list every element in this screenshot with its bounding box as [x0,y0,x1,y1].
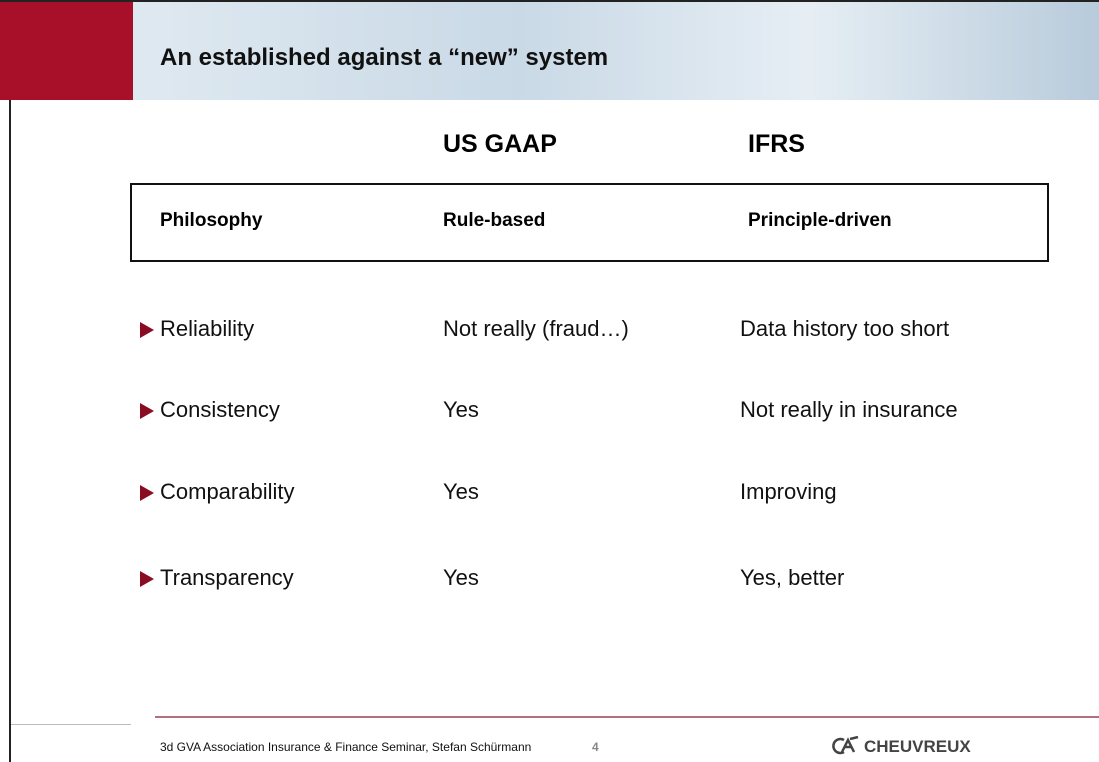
philosophy-label: Philosophy [160,210,263,231]
row-label: Transparency [160,565,294,590]
bullet [140,485,154,501]
page-number: 4 [592,740,599,754]
row-value: Data history too short [740,316,950,341]
left-border [9,100,11,762]
bullet [140,403,154,419]
slide-title: An established against a “new” system [160,44,609,71]
column-header: US GAAP [443,130,557,158]
row-value: Yes, better [740,565,845,590]
bullet [140,322,154,338]
row-value: Not really in insurance [740,397,958,422]
philosophy-box [130,183,1049,262]
footer-line [11,724,131,725]
header-banner [133,0,1099,100]
footer-line [155,716,1099,718]
row-label: Consistency [160,397,280,422]
row-value: Yes [443,479,479,504]
row-value: Yes [443,397,479,422]
column-header: IFRS [748,130,805,158]
row-label: Reliability [160,316,255,341]
philosophy-value: Rule-based [443,210,546,231]
bullet [140,571,154,587]
logo-text: CHEUVREUX [864,737,971,756]
row-value: Improving [740,479,837,504]
header-square [0,0,133,100]
row-value: Yes [443,565,479,590]
footer-text: 3d GVA Association Insurance & Finance S… [160,740,532,754]
row-label: Comparability [160,479,295,504]
top-border [0,0,1099,2]
row-value: Not really (fraud…) [443,316,629,341]
logo-icon [832,736,859,755]
philosophy-value: Principle-driven [748,210,892,231]
